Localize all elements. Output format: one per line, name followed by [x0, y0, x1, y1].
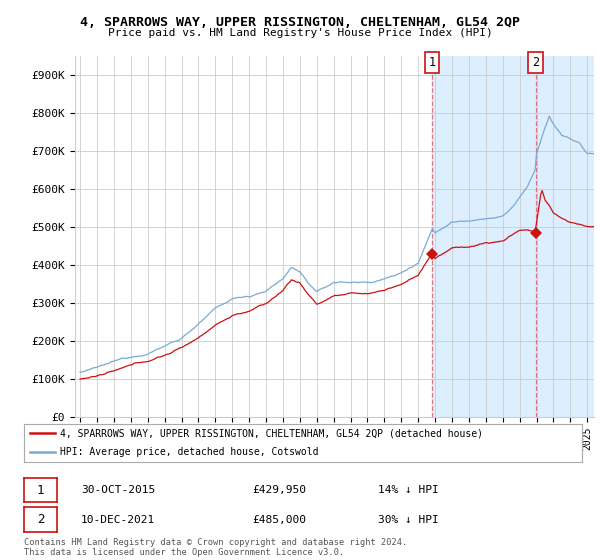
Text: £485,000: £485,000 [252, 515, 306, 525]
Text: 4, SPARROWS WAY, UPPER RISSINGTON, CHELTENHAM, GL54 2QP (detached house): 4, SPARROWS WAY, UPPER RISSINGTON, CHELT… [60, 428, 483, 438]
Text: 4, SPARROWS WAY, UPPER RISSINGTON, CHELTENHAM, GL54 2QP: 4, SPARROWS WAY, UPPER RISSINGTON, CHELT… [80, 16, 520, 29]
Text: 1: 1 [37, 483, 44, 497]
Text: 10-DEC-2021: 10-DEC-2021 [81, 515, 155, 525]
Text: 2: 2 [532, 56, 539, 69]
Text: 1: 1 [428, 56, 436, 69]
Text: 2: 2 [37, 513, 44, 526]
Text: Contains HM Land Registry data © Crown copyright and database right 2024.
This d: Contains HM Land Registry data © Crown c… [24, 538, 407, 557]
Text: HPI: Average price, detached house, Cotswold: HPI: Average price, detached house, Cots… [60, 447, 319, 458]
Text: £429,950: £429,950 [252, 485, 306, 495]
Bar [432, 56, 594, 417]
Text: Price paid vs. HM Land Registry's House Price Index (HPI): Price paid vs. HM Land Registry's House … [107, 28, 493, 38]
Text: 30-OCT-2015: 30-OCT-2015 [81, 485, 155, 495]
Text: 14% ↓ HPI: 14% ↓ HPI [378, 485, 439, 495]
Text: 30% ↓ HPI: 30% ↓ HPI [378, 515, 439, 525]
